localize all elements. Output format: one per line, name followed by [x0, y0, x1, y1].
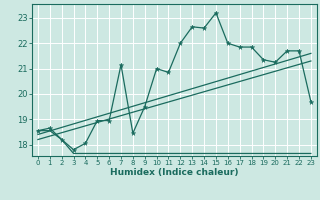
X-axis label: Humidex (Indice chaleur): Humidex (Indice chaleur)	[110, 168, 239, 177]
